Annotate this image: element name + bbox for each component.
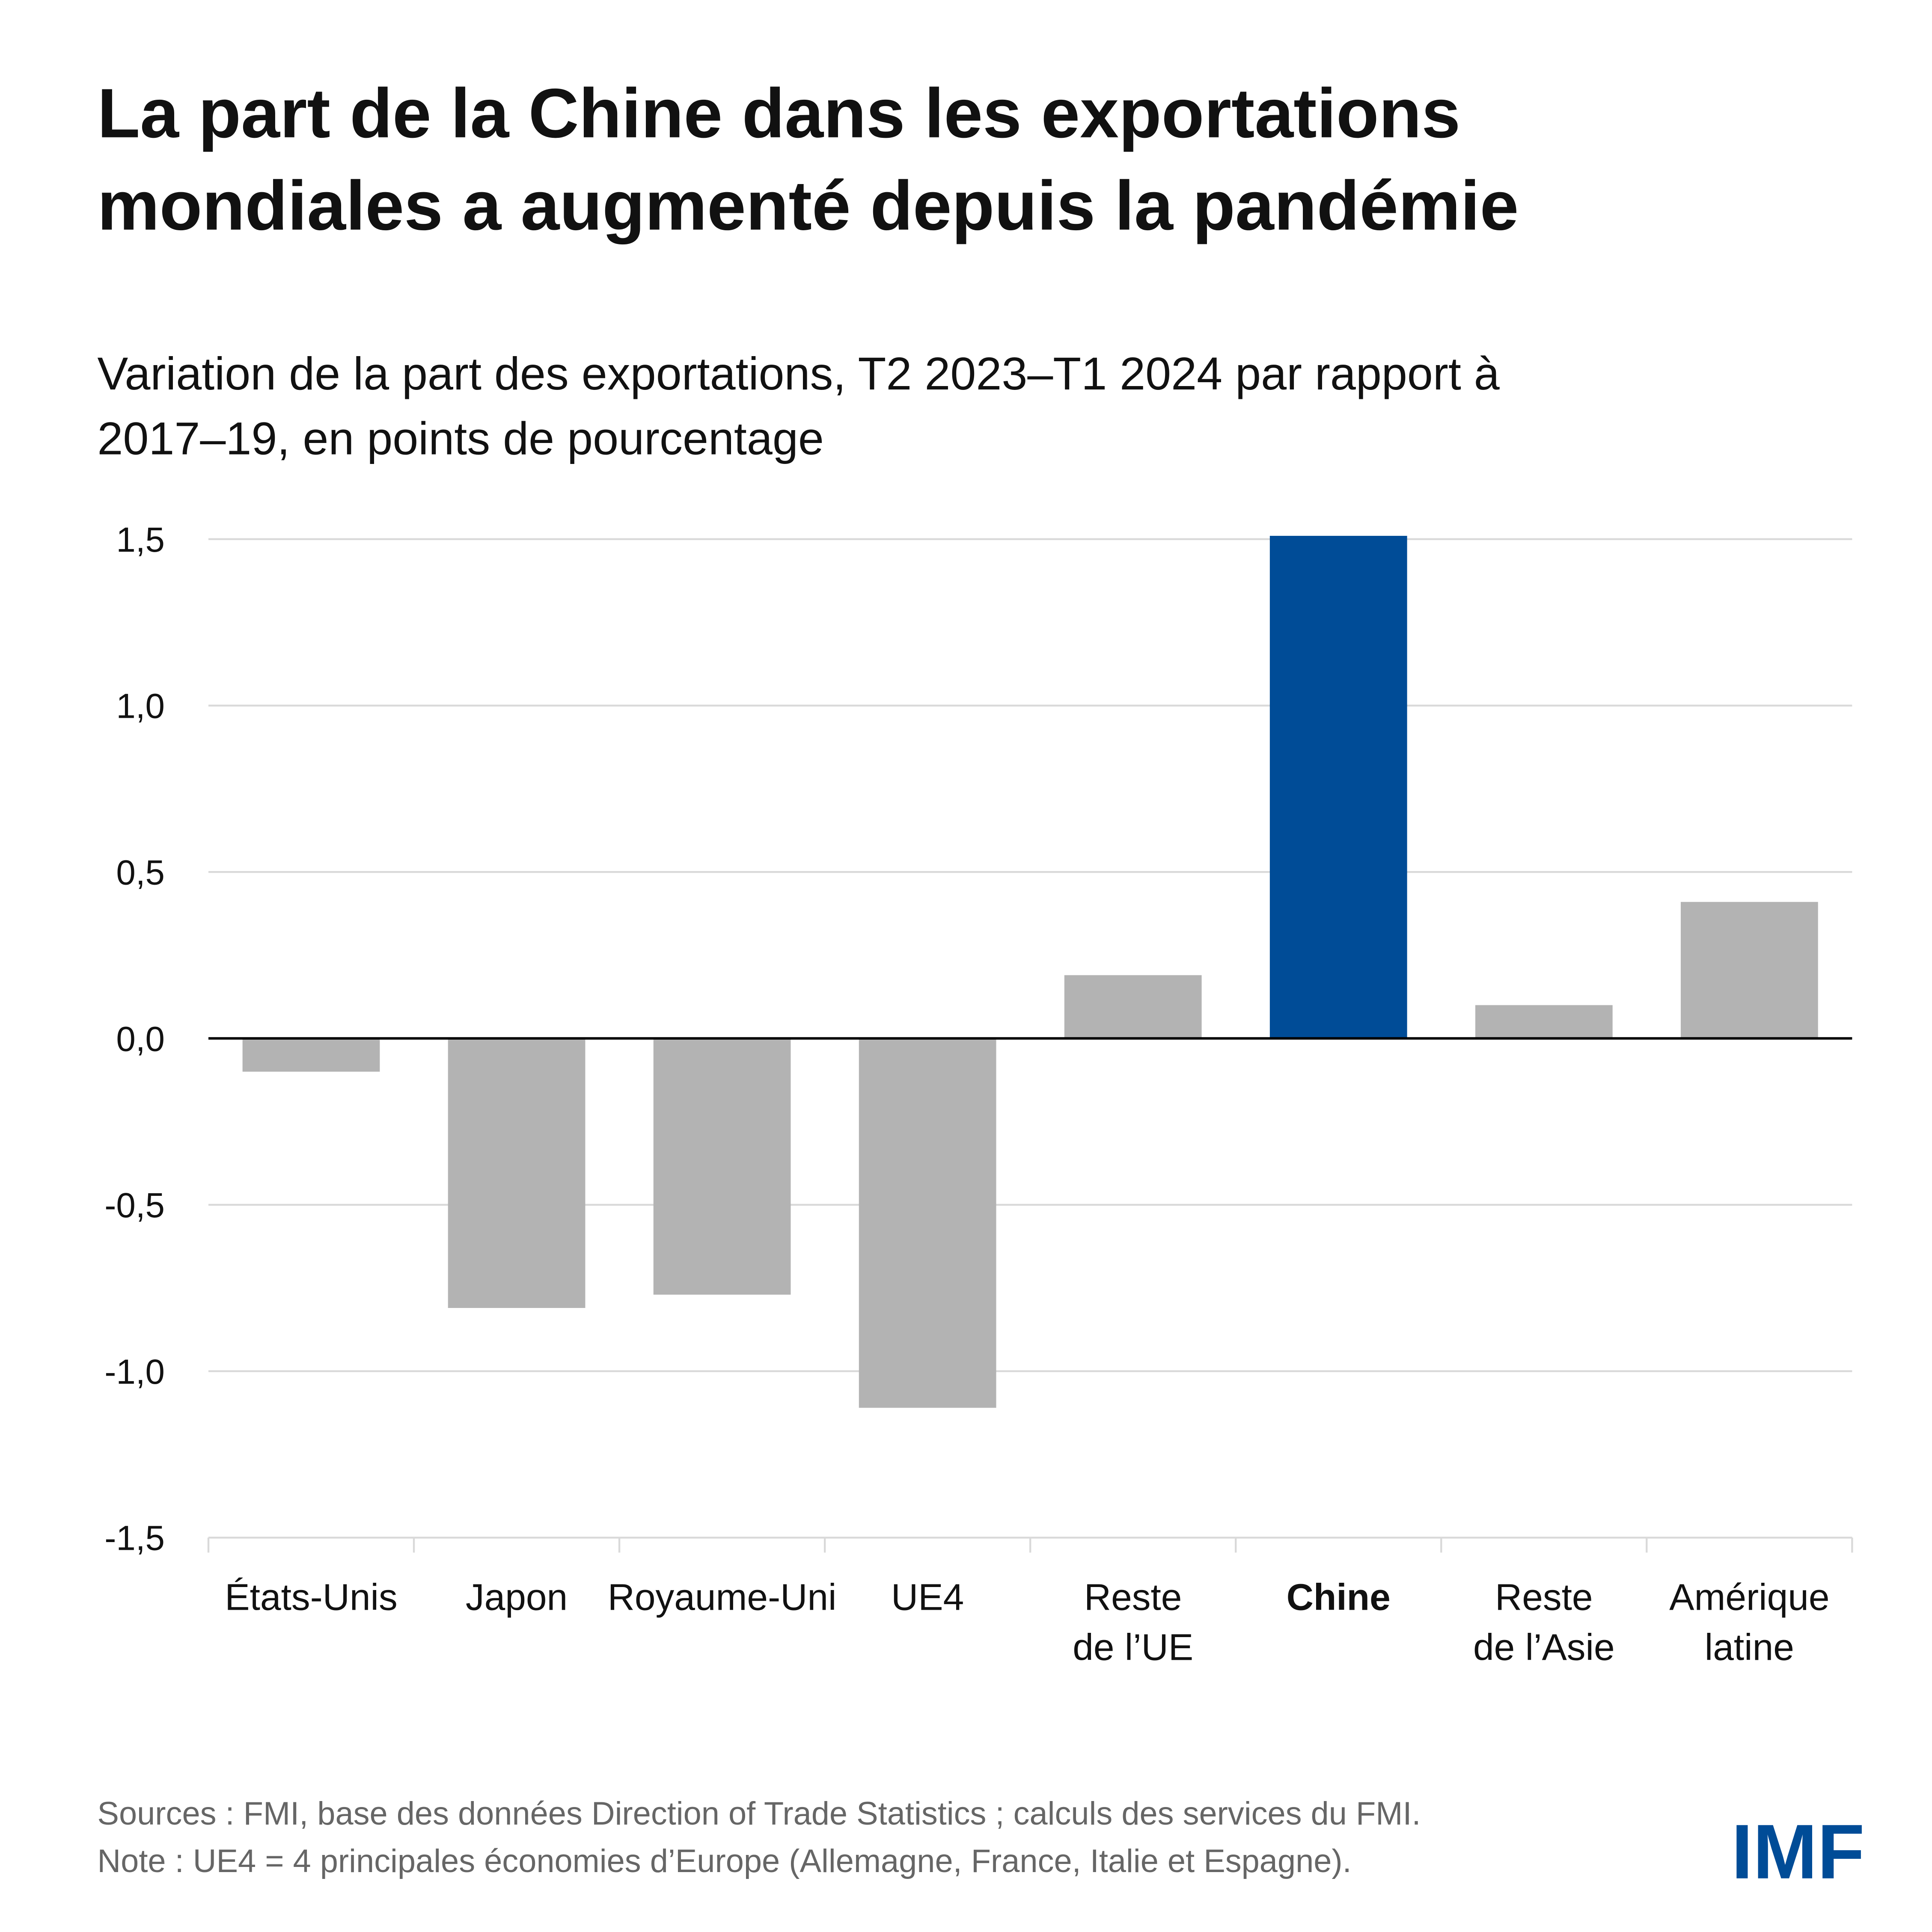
bar <box>1475 1005 1613 1039</box>
x-tick-label: UE4 <box>891 1576 964 1618</box>
chart-title: La part de la Chine dans les exportation… <box>97 74 1519 245</box>
y-tick-label: 0,0 <box>116 1020 164 1058</box>
y-tick-label: 1,5 <box>116 520 164 559</box>
x-tick-label: Royaume-Uni <box>608 1576 837 1618</box>
x-tick-label: Japon <box>466 1576 568 1618</box>
bar <box>242 1038 380 1072</box>
bar <box>448 1038 586 1308</box>
x-tick-label: États-Unis <box>225 1576 397 1618</box>
bar <box>1064 975 1202 1039</box>
y-tick-label: -1,5 <box>104 1519 165 1558</box>
y-tick-label: -1,0 <box>104 1352 165 1391</box>
y-tick-label: 1,0 <box>116 687 164 726</box>
x-tick-label: Reste de l’Asie <box>1473 1576 1615 1668</box>
bar <box>1269 535 1407 1039</box>
chart-subtitle: Variation de la part des exportations, T… <box>97 348 1499 464</box>
x-tick-label: Amérique latine <box>1669 1576 1829 1668</box>
logo: IMF <box>1731 1809 1864 1895</box>
bar <box>859 1038 996 1408</box>
x-tick-label: Reste de l’UE <box>1073 1576 1193 1668</box>
chart-notes: Sources : FMI, base des données Directio… <box>97 1795 1421 1879</box>
y-tick-label: 0,5 <box>116 853 164 892</box>
x-tick-label: Chine <box>1287 1576 1391 1618</box>
bar <box>653 1038 791 1295</box>
y-tick-label: -0,5 <box>104 1186 165 1225</box>
bar <box>1680 902 1818 1039</box>
